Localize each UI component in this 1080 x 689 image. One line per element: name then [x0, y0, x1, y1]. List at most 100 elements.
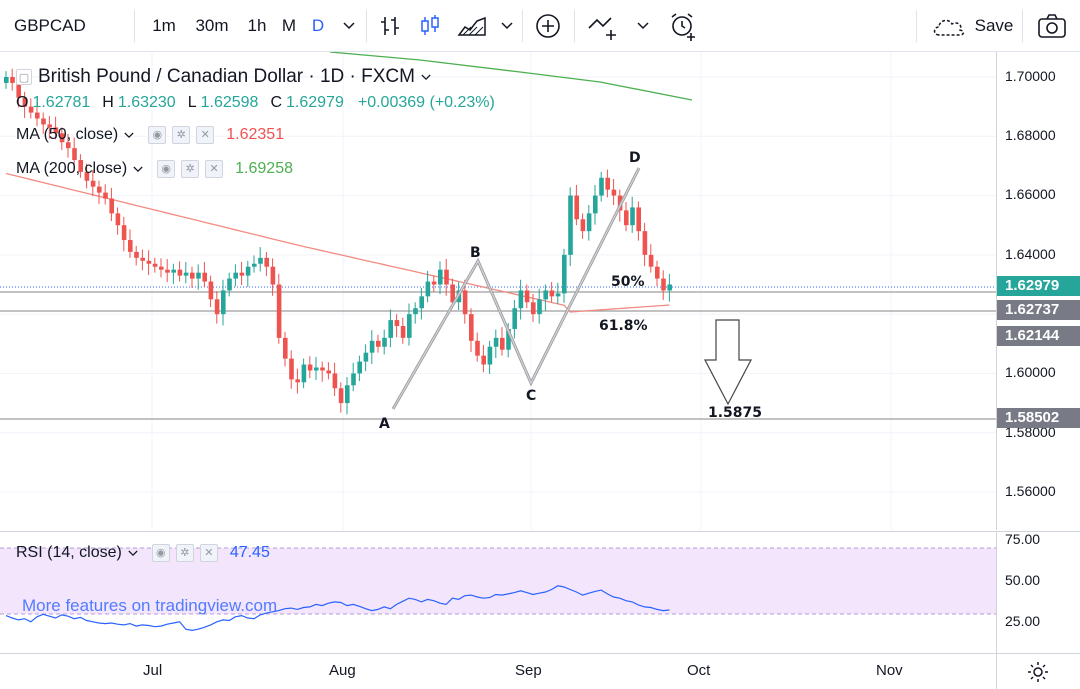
toolbar-divider: [1022, 10, 1023, 42]
down-arrow-icon: [704, 319, 752, 406]
add-indicator-button[interactable]: [532, 0, 564, 52]
candle: [500, 327, 505, 356]
candle: [221, 279, 226, 326]
rsi-scale[interactable]: 75.00 50.00 25.00: [996, 531, 1080, 653]
candles-icon: [421, 15, 439, 35]
price-chart[interactable]: A B C D 50% 61.8% 1.5875: [0, 52, 996, 530]
collapse-legend-icon[interactable]: ▢: [16, 69, 32, 85]
candlestick-series: [4, 68, 672, 415]
chart-style-dropdown[interactable]: [498, 0, 516, 52]
interval-30m[interactable]: 30m: [195, 16, 229, 35]
candle: [264, 251, 269, 277]
alert-button[interactable]: [666, 0, 700, 52]
eye-icon[interactable]: ◉: [151, 544, 170, 562]
interval-dropdown[interactable]: [340, 0, 358, 52]
pattern-label-d: D: [629, 150, 641, 166]
candle: [400, 317, 406, 344]
abcd-pattern: A B C D 50% 61.8% 1.5875: [379, 150, 762, 432]
target-label: 1.5875: [708, 405, 762, 421]
legend-title-row: ▢ British Pound / Canadian Dollar · 1D ·…: [16, 66, 431, 88]
candle: [4, 71, 9, 89]
price-scale[interactable]: 1.70000 1.68000 1.66000 1.64000 1.60000 …: [996, 52, 1080, 530]
save-button[interactable]: Save: [930, 0, 1014, 52]
candle: [332, 362, 338, 396]
gear-icon[interactable]: ✲: [175, 544, 194, 562]
ma50-label[interactable]: MA (50, close): [16, 126, 119, 143]
candle: [214, 291, 220, 324]
gear-icon[interactable]: ✲: [181, 160, 200, 178]
chevron-down-icon[interactable]: [133, 166, 143, 173]
eye-icon[interactable]: ◉: [157, 160, 176, 178]
candle: [289, 350, 294, 389]
candle: [394, 314, 400, 338]
price-tick: 1.68000: [1005, 127, 1056, 143]
horizontal-levels: [0, 286, 996, 420]
bar-style-button[interactable]: [376, 0, 404, 52]
candle: [562, 248, 567, 303]
candle: [320, 361, 325, 382]
candle: [487, 340, 493, 375]
candle: [41, 112, 46, 134]
symbol-search[interactable]: GBPCAD: [14, 16, 86, 35]
gear-icon[interactable]: [1027, 661, 1049, 683]
level-badge: 1.62144: [997, 326, 1080, 346]
candle: [103, 184, 108, 205]
time-axis[interactable]: Jul Aug Sep Oct Nov: [0, 653, 996, 689]
rsi-chart[interactable]: [0, 532, 996, 653]
candle: [425, 270, 431, 303]
compare-icon: [588, 17, 616, 40]
toolbar-divider: [916, 10, 917, 42]
candle: [252, 255, 257, 273]
candle: [661, 270, 666, 300]
candle: [283, 331, 288, 367]
chevron-down-icon[interactable]: [128, 550, 138, 557]
close-icon[interactable]: ✕: [199, 544, 218, 562]
settings-corner[interactable]: [996, 653, 1080, 689]
price-tick: 1.60000: [1005, 364, 1056, 380]
close-icon[interactable]: ✕: [196, 126, 215, 144]
candle: [140, 249, 145, 271]
candle: [599, 171, 604, 202]
interval-day[interactable]: D: [311, 16, 325, 35]
interval-month[interactable]: M: [281, 16, 297, 35]
candle: [555, 282, 561, 305]
candles-button[interactable]: [416, 0, 444, 52]
candle: [462, 279, 468, 324]
ma200-label[interactable]: MA (200, close): [16, 160, 128, 177]
candle: [586, 205, 592, 241]
interval-1h[interactable]: 1h: [247, 16, 267, 35]
chevron-down-icon[interactable]: [421, 74, 431, 81]
candle: [605, 169, 610, 198]
candle: [28, 98, 34, 119]
close-icon[interactable]: ✕: [205, 160, 224, 178]
gear-icon[interactable]: ✲: [172, 126, 191, 144]
candle: [580, 213, 586, 239]
rsi-label[interactable]: RSI (14, close): [16, 544, 122, 561]
interval-1m[interactable]: 1m: [152, 16, 176, 35]
fib-50-label: 50%: [611, 274, 645, 290]
candle: [314, 356, 319, 380]
candle: [177, 261, 183, 282]
candle: [165, 259, 170, 283]
compare-dropdown[interactable]: [634, 0, 652, 52]
watermark-link[interactable]: More features on tradingview.com: [22, 596, 278, 615]
candle: [245, 260, 251, 287]
rsi-line: [5, 585, 670, 632]
ma200-path: [329, 52, 693, 101]
ma50-path: [5, 172, 670, 313]
eye-icon[interactable]: ◉: [148, 126, 167, 144]
toolbar-divider: [366, 10, 367, 42]
area-style-button[interactable]: [456, 0, 488, 52]
main-chart-pane[interactable]: A B C D 50% 61.8% 1.5875 ▢ British Pound…: [0, 52, 996, 530]
time-label: Aug: [329, 662, 356, 679]
compare-button[interactable]: [586, 0, 622, 52]
low-value: 1.62598: [200, 94, 259, 111]
snapshot-button[interactable]: [1034, 0, 1070, 52]
candle: [202, 261, 207, 288]
candle: [72, 137, 77, 172]
candle: [524, 284, 530, 309]
chevron-down-icon[interactable]: [124, 132, 134, 139]
candle: [518, 279, 524, 320]
candle: [376, 334, 381, 353]
rsi-pane[interactable]: RSI (14, close) ◉ ✲ ✕ 47.45 More feature…: [0, 531, 996, 653]
